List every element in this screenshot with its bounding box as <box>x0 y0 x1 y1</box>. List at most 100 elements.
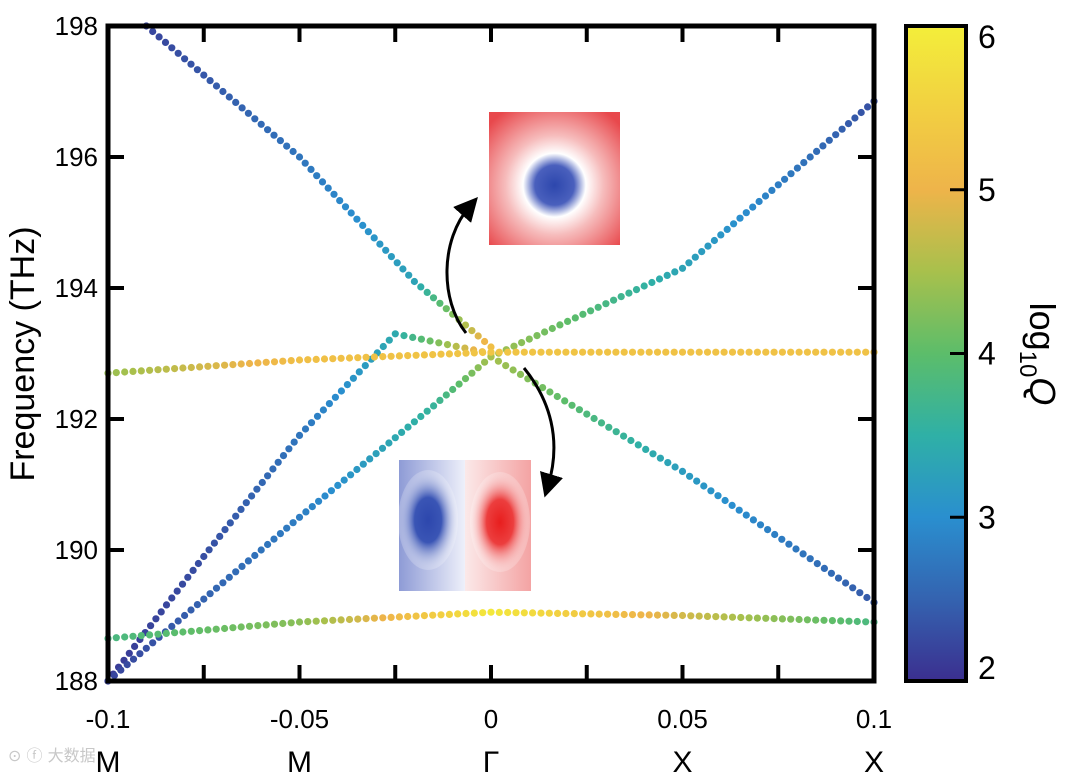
data-point <box>370 614 378 622</box>
data-point <box>378 444 387 452</box>
data-point <box>313 172 321 180</box>
data-point <box>648 278 656 287</box>
data-point <box>331 393 339 401</box>
data-point <box>678 611 687 620</box>
data-point <box>749 516 758 524</box>
data-point <box>787 170 795 178</box>
data-point <box>620 348 628 356</box>
data-point <box>382 246 390 254</box>
data-point <box>289 147 297 156</box>
x-tick-label: -0.05 <box>270 704 329 734</box>
data-point <box>863 593 871 602</box>
data-point <box>437 350 445 358</box>
data-point <box>781 175 789 183</box>
data-point <box>301 425 310 433</box>
data-point <box>302 508 310 516</box>
data-point <box>579 310 587 318</box>
data-point <box>620 432 628 440</box>
data-point <box>204 362 212 370</box>
data-point <box>200 595 208 603</box>
y-tick-label: 196 <box>55 142 98 172</box>
data-point <box>756 521 765 529</box>
data-point <box>510 342 518 350</box>
data-point <box>479 348 487 357</box>
data-point <box>221 361 229 369</box>
data-point <box>354 615 362 623</box>
data-point <box>129 632 137 640</box>
data-point <box>179 364 187 372</box>
data-point <box>691 253 699 261</box>
data-point <box>181 55 189 63</box>
data-point <box>376 240 384 248</box>
data-point <box>545 348 553 356</box>
data-point <box>238 562 246 571</box>
data-point <box>764 526 772 534</box>
data-point <box>353 215 361 223</box>
data-point <box>171 629 179 637</box>
data-point <box>597 419 606 427</box>
data-point <box>429 294 438 302</box>
data-point <box>587 348 595 356</box>
data-point <box>212 82 221 90</box>
data-point <box>445 610 453 619</box>
data-point <box>379 342 387 351</box>
data-point <box>837 617 845 625</box>
data-point <box>857 108 865 117</box>
data-point <box>364 228 372 236</box>
data-point <box>686 472 694 480</box>
data-point <box>793 164 802 172</box>
data-point <box>168 622 176 631</box>
data-point <box>196 363 204 371</box>
data-point <box>123 661 131 669</box>
data-point <box>728 613 737 621</box>
data-point <box>548 324 556 333</box>
data-point <box>687 612 695 620</box>
colorbar-tick-label: 5 <box>978 172 996 208</box>
data-point <box>634 441 642 449</box>
data-point <box>442 391 450 399</box>
data-point <box>283 142 291 150</box>
data-point <box>257 546 265 554</box>
data-point <box>112 369 120 377</box>
data-point <box>455 380 463 388</box>
data-point <box>768 186 776 194</box>
data-point <box>232 512 240 520</box>
data-point <box>742 511 750 519</box>
data-point <box>216 532 224 541</box>
data-point <box>129 367 137 375</box>
data-point <box>237 623 245 631</box>
data-point <box>174 49 182 57</box>
data-point <box>212 362 220 370</box>
data-point <box>264 126 272 134</box>
data-point <box>232 568 240 576</box>
data-point <box>312 355 320 363</box>
data-point <box>762 614 770 622</box>
data-point <box>295 431 304 439</box>
data-point <box>219 579 227 587</box>
data-point <box>583 410 591 418</box>
kpoint-label: Γ <box>483 746 500 779</box>
data-point <box>570 348 578 356</box>
data-point <box>787 348 795 356</box>
data-point <box>304 356 312 364</box>
data-point <box>554 609 562 618</box>
data-points <box>104 22 878 685</box>
data-point <box>828 348 837 356</box>
data-point <box>420 612 428 620</box>
data-point <box>474 332 482 340</box>
data-point <box>812 348 820 356</box>
data-point <box>412 351 420 359</box>
data-point <box>806 153 814 161</box>
data-point <box>512 609 520 617</box>
data-point <box>295 618 304 626</box>
data-point <box>627 436 635 445</box>
data-point <box>595 610 603 618</box>
data-point <box>184 573 192 581</box>
data-point <box>187 606 195 614</box>
data-point <box>813 147 821 155</box>
data-point <box>642 445 650 453</box>
data-point <box>341 203 350 211</box>
data-point <box>110 671 118 680</box>
data-point <box>189 566 197 575</box>
